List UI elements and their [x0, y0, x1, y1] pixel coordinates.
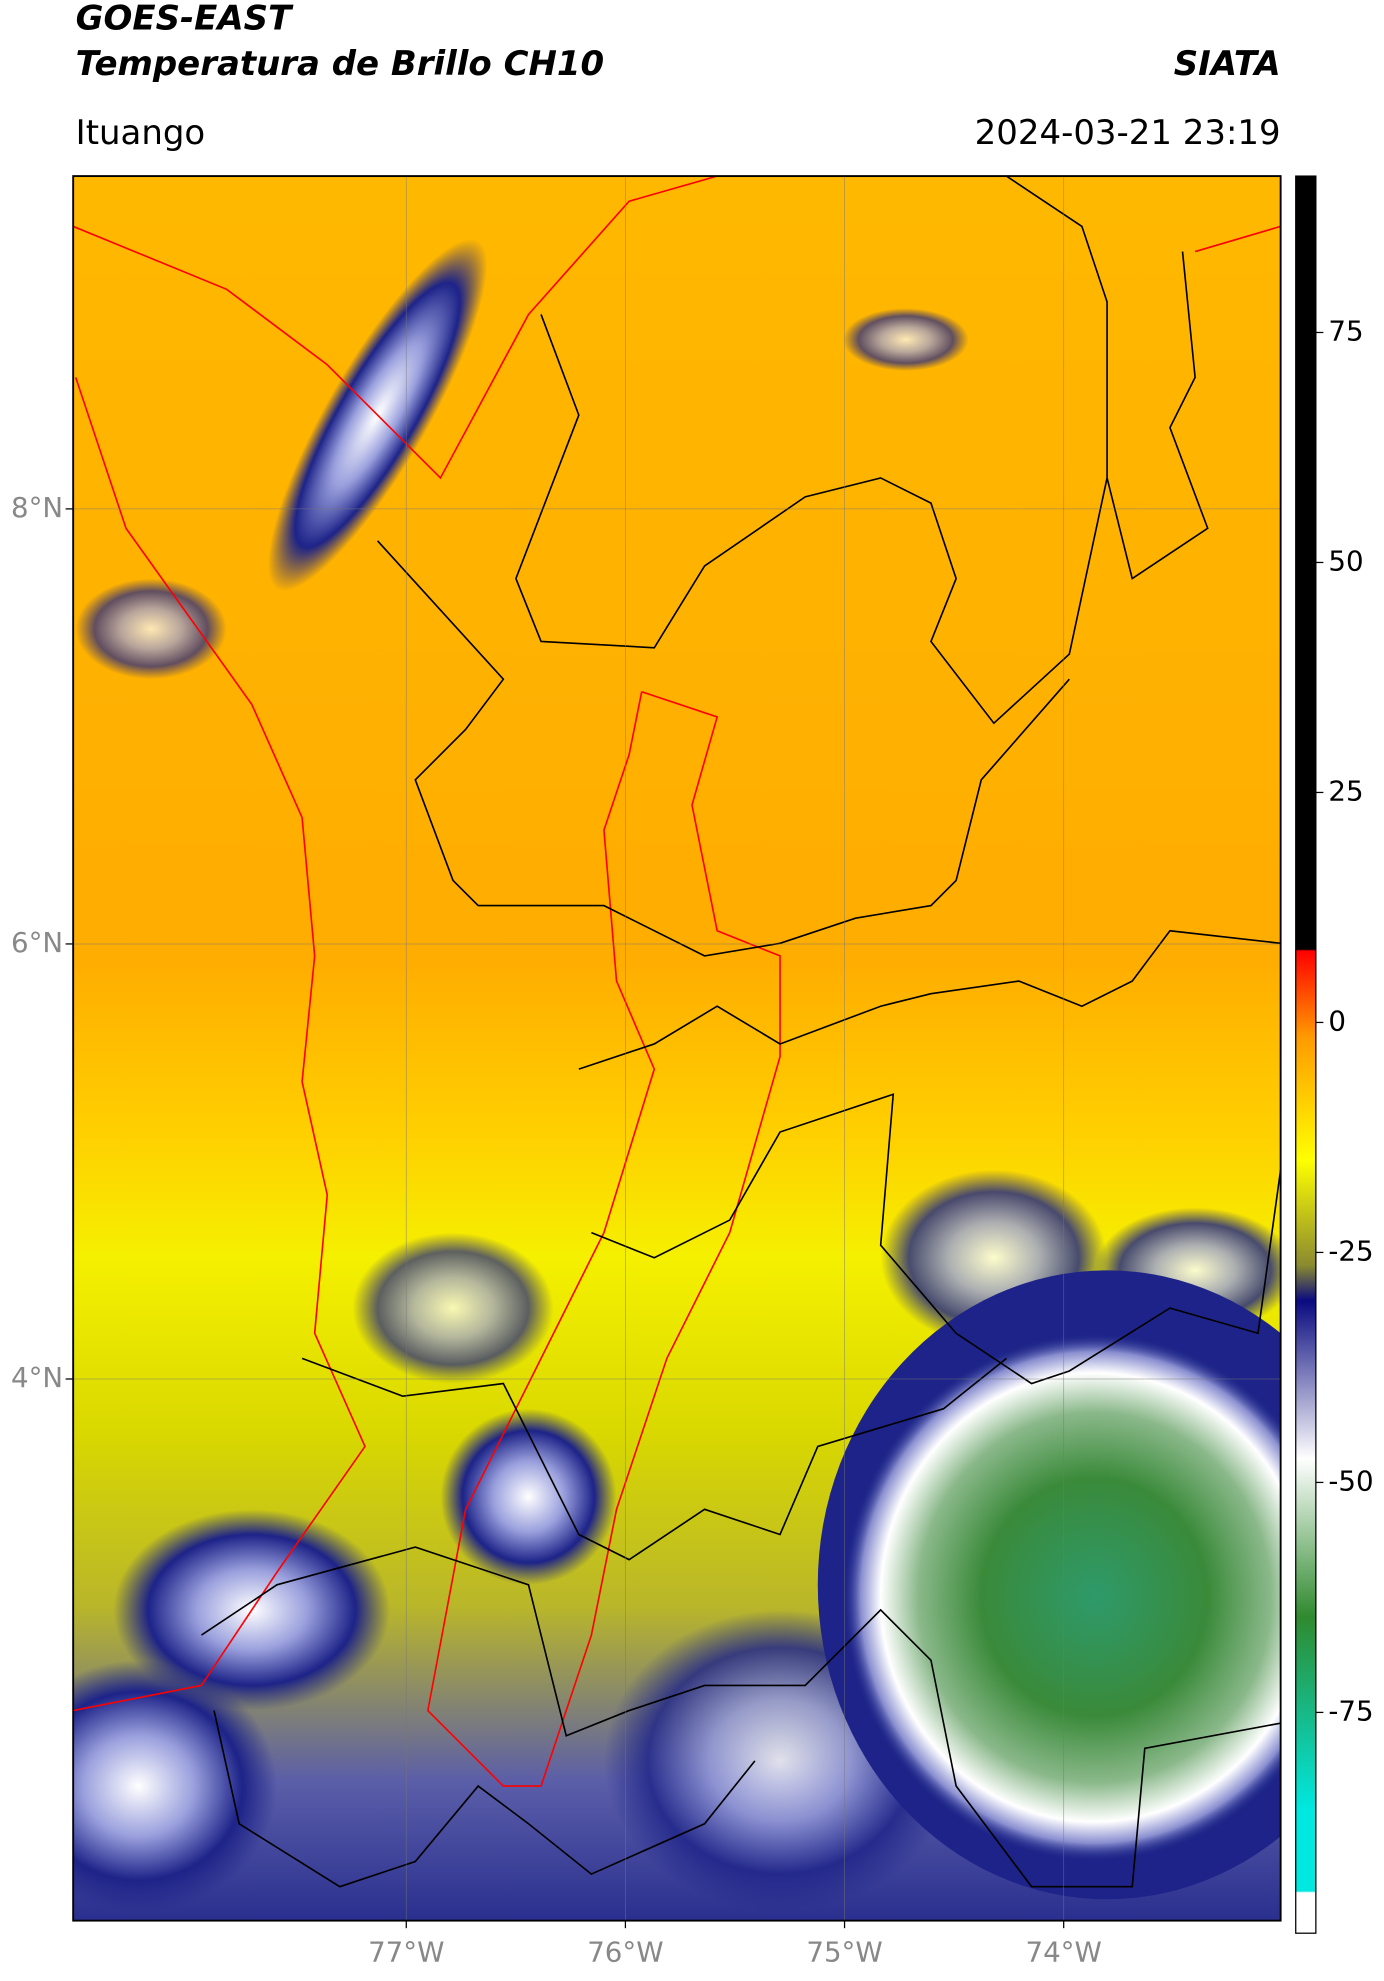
- colorbar: [1295, 175, 1317, 1934]
- colorbar-tick-label: -50: [1328, 1464, 1373, 1497]
- satellite-image: [73, 176, 1281, 1921]
- location: Ituango: [76, 113, 206, 153]
- source: SIATA: [1174, 44, 1281, 84]
- colorbar-tick-label: 75: [1328, 314, 1363, 347]
- x-tick-label: 77°W: [368, 1935, 444, 1968]
- datetime: 2024-03-21 23:19: [975, 113, 1281, 153]
- y-tick-label: 6°N: [11, 926, 63, 959]
- colorbar-tick-label: -25: [1328, 1234, 1373, 1267]
- y-tick-label: 4°N: [11, 1361, 63, 1394]
- x-tick-label: 74°W: [1026, 1935, 1102, 1968]
- colorbar-tick-label: -75: [1328, 1694, 1373, 1727]
- subtitle: Temperatura de Brillo CH10: [76, 44, 604, 84]
- colorbar-tick-label: 0: [1328, 1004, 1346, 1037]
- map-grid: 77°W 76°W 75°W 74°W 8°N 6°N 4°N: [11, 176, 1281, 1968]
- map-frame: [72, 175, 1282, 1922]
- colorbar-ticks: 75 50 25 0 -25 -50 -75: [1315, 314, 1374, 1727]
- colorbar-tick-label: 25: [1328, 774, 1363, 807]
- x-tick-label: 76°W: [587, 1935, 663, 1968]
- title: GOES-EAST: [76, 0, 294, 39]
- x-tick-label: 75°W: [806, 1935, 882, 1968]
- y-tick-label: 8°N: [11, 491, 63, 524]
- colorbar-tick-label: 50: [1328, 544, 1363, 577]
